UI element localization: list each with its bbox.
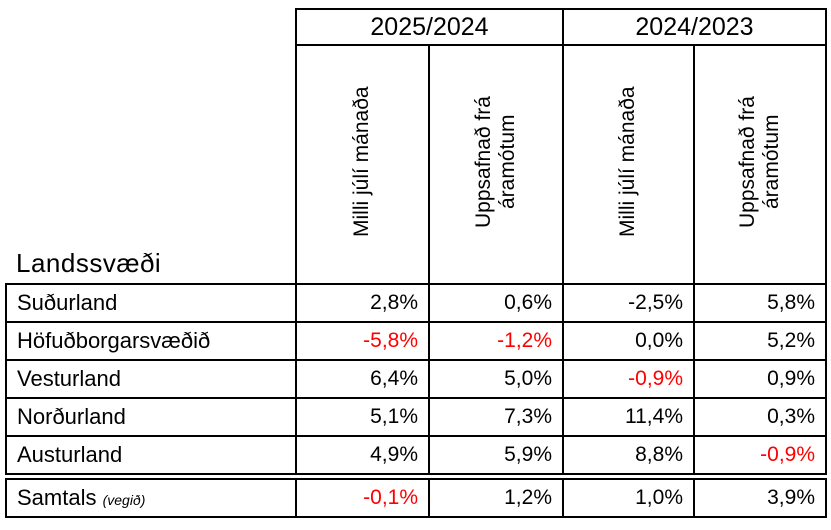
- value-cell: 0,0%: [562, 321, 695, 361]
- value-cell: 5,2%: [693, 321, 827, 361]
- total-label-cell: Samtals (vegið): [5, 478, 297, 518]
- table-body: Suðurland 2,8% 0,6% -2,5% 5,8% Höfuðborgarsvæ…: [5, 283, 827, 475]
- total-label-text: Samtals: [17, 485, 97, 510]
- value-cell: 11,4%: [562, 397, 695, 437]
- col-header-text: Uppsafnað frá áramótum: [471, 96, 519, 228]
- col-header-milli-juli-1: Milli júlí mánaða: [295, 44, 430, 285]
- value-cell: 1,2%: [428, 478, 564, 518]
- col-header-text: Uppsafnað frá áramótum: [735, 96, 783, 228]
- region-label: Suðurland: [5, 283, 297, 323]
- value-cell: -5,8%: [295, 321, 430, 361]
- value-cell: 7,3%: [428, 397, 564, 437]
- value-cell: -0,1%: [295, 478, 430, 518]
- total-label-note: (vegið): [102, 492, 146, 508]
- col-header-text: Milli júlí mánaða: [616, 86, 640, 238]
- corner-cell: Landssvæði: [6, 9, 296, 284]
- year-group-2025-2024: 2025/2024: [295, 8, 564, 46]
- region-label: Vesturland: [5, 359, 297, 399]
- col-header-uppsafnad-1: Uppsafnað frá áramótum: [428, 44, 564, 285]
- value-cell: 5,8%: [693, 283, 827, 323]
- row-header-title: Landssvæði: [16, 248, 162, 278]
- table-footer: Samtals (vegið) -0,1% 1,2% 1,0% 3,9%: [5, 474, 827, 518]
- year-group-2024-2023: 2024/2023: [562, 8, 827, 46]
- value-cell: 1,0%: [562, 478, 695, 518]
- value-cell: 0,3%: [693, 397, 827, 437]
- table-header: Landssvæði 2025/2024 2024/2023 Milli júl…: [6, 8, 827, 285]
- regional-comparison-table: Landssvæði 2025/2024 2024/2023 Milli júl…: [5, 8, 827, 518]
- value-cell: 0,9%: [693, 359, 827, 399]
- region-label: Austurland: [5, 435, 297, 475]
- value-cell: 4,9%: [295, 435, 430, 475]
- value-cell: -2,5%: [562, 283, 695, 323]
- region-label: Höfuðborgarsvæðið: [5, 321, 297, 361]
- total-row: Samtals (vegið) -0,1% 1,2% 1,0% 3,9%: [5, 478, 827, 518]
- col-header-text: Milli júlí mánaða: [350, 86, 374, 238]
- value-cell: 6,4%: [295, 359, 430, 399]
- value-cell: -0,9%: [693, 435, 827, 475]
- value-cell: 5,1%: [295, 397, 430, 437]
- value-cell: 5,9%: [428, 435, 564, 475]
- col-header-milli-juli-2: Milli júlí mánaða: [562, 44, 695, 285]
- value-cell: 5,0%: [428, 359, 564, 399]
- value-cell: 8,8%: [562, 435, 695, 475]
- col-header-uppsafnad-2: Uppsafnað frá áramótum: [693, 44, 827, 285]
- value-cell: 0,6%: [428, 283, 564, 323]
- year-group-row: Landssvæði 2025/2024 2024/2023: [6, 8, 827, 278]
- value-cell: -0,9%: [562, 359, 695, 399]
- table-row: Suðurland 2,8% 0,6% -2,5% 5,8%: [5, 283, 827, 323]
- table-row: Vesturland 6,4% 5,0% -0,9% 0,9%: [5, 359, 827, 399]
- table-row: Austurland 4,9% 5,9% 8,8% -0,9%: [5, 435, 827, 475]
- value-cell: -1,2%: [428, 321, 564, 361]
- table-row: Höfuðborgarsvæðið -5,8% -1,2% 0,0% 5,2%: [5, 321, 827, 361]
- sub-header-row: Milli júlí mánaða Uppsafnað frá áramótum…: [6, 44, 827, 285]
- value-cell: 2,8%: [295, 283, 430, 323]
- value-cell: 3,9%: [693, 478, 827, 518]
- table-row: Norðurland 5,1% 7,3% 11,4% 0,3%: [5, 397, 827, 437]
- region-label: Norðurland: [5, 397, 297, 437]
